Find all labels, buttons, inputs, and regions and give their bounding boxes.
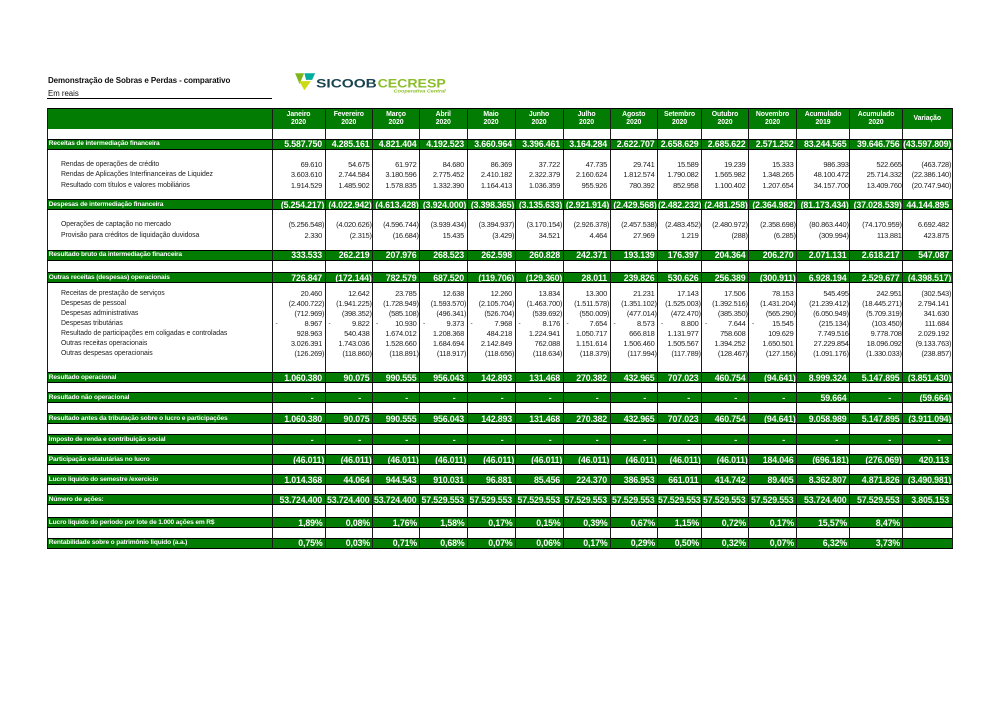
svg-text:CECRESP: CECRESP xyxy=(378,76,446,90)
svg-text:Cooperativa Central: Cooperativa Central xyxy=(394,89,447,94)
svg-text:SICOOB: SICOOB xyxy=(316,76,377,90)
